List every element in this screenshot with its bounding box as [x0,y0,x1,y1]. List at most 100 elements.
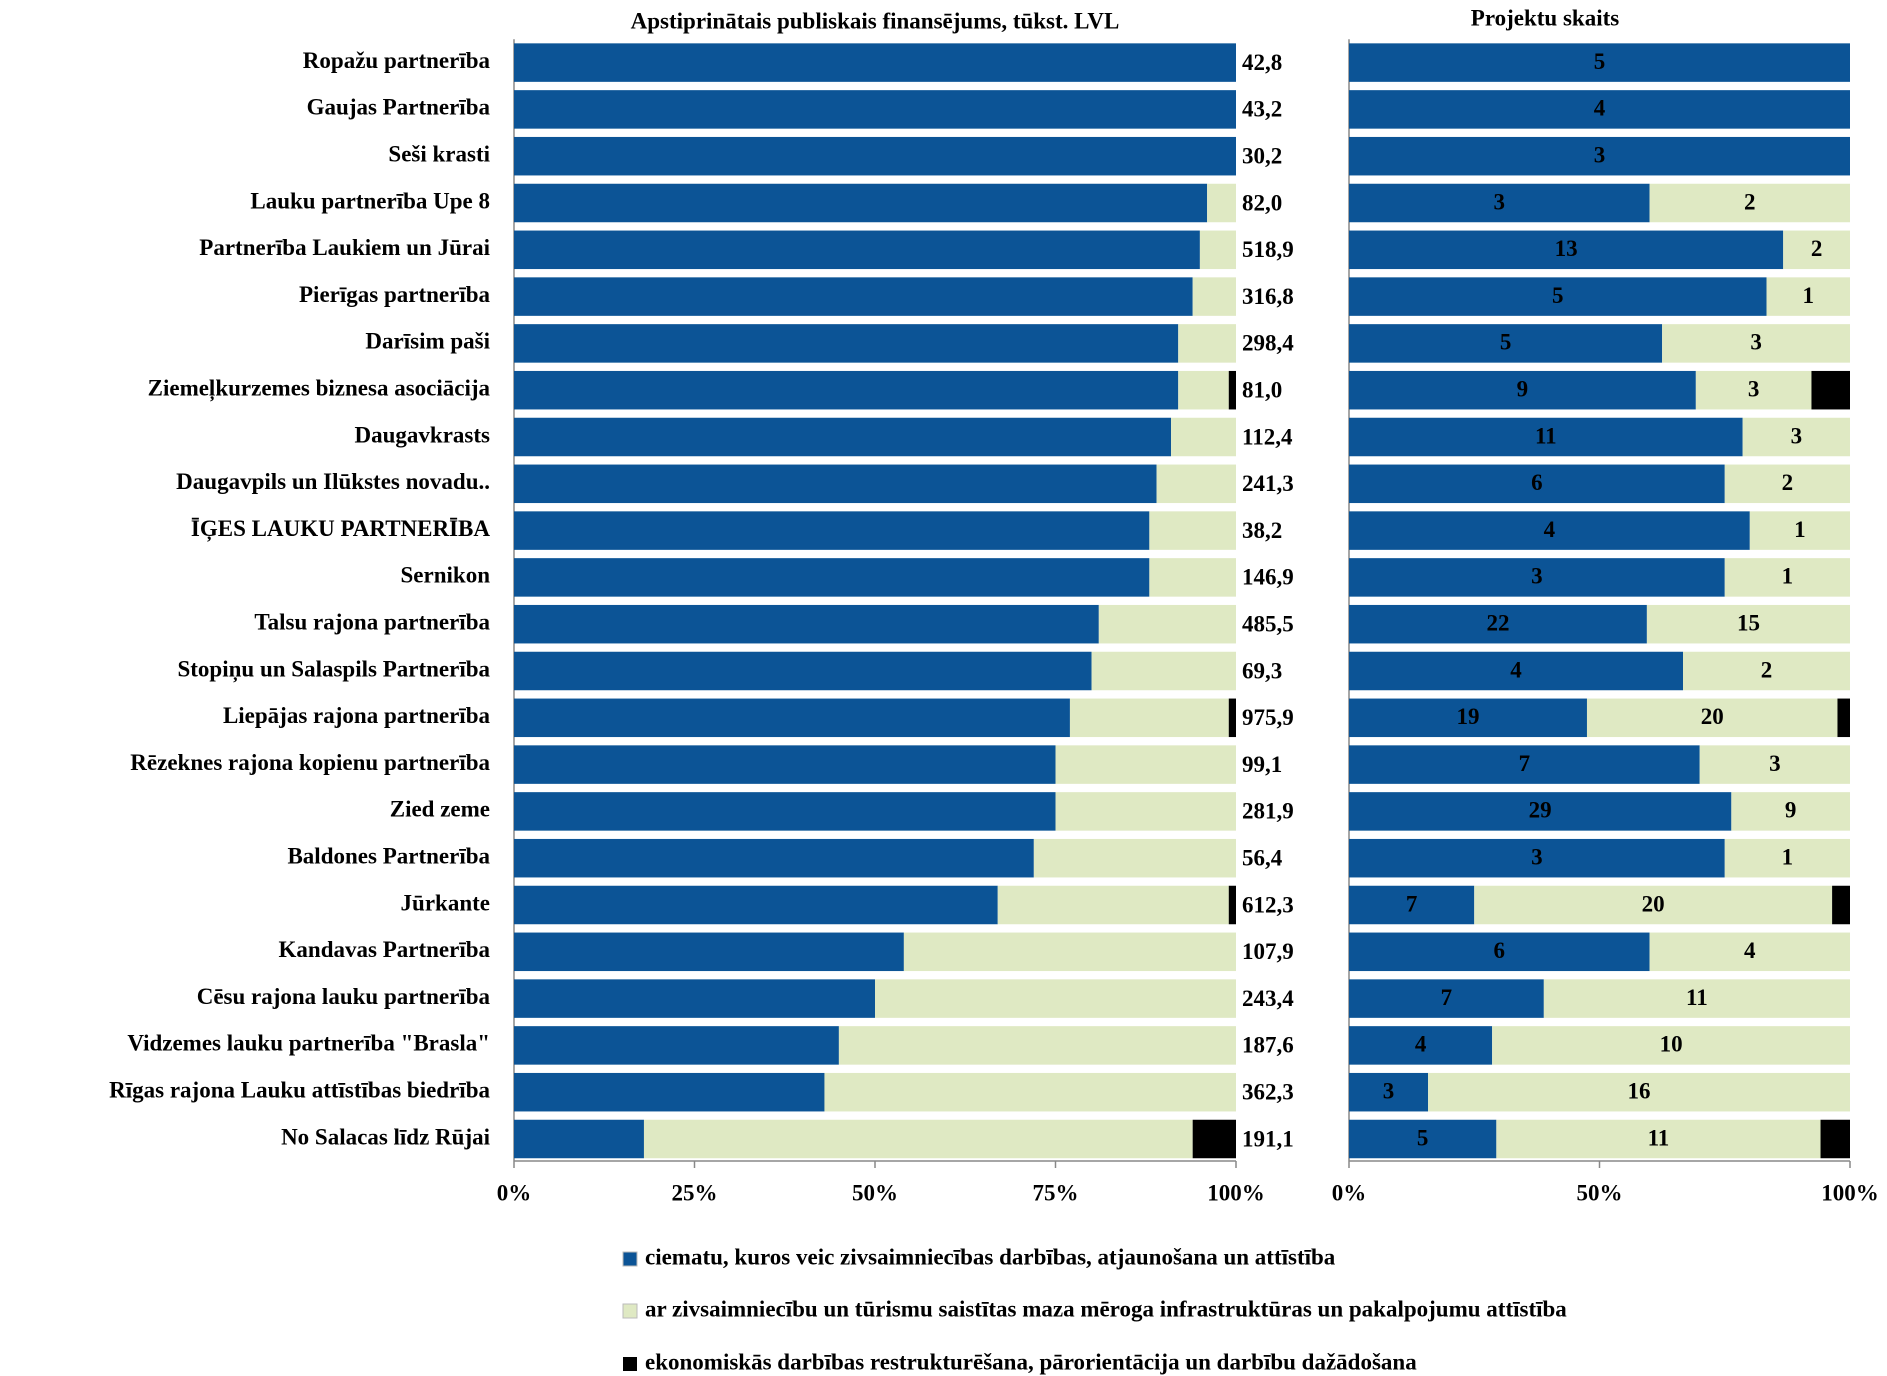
data-label: 7 [1519,751,1531,776]
total-label: 69,3 [1242,658,1282,683]
bar-segment [514,792,1056,831]
data-label: 2 [1744,189,1756,214]
bar-segment [1178,370,1229,410]
bar-segment [1033,838,1236,878]
bar-segment [1349,745,1700,784]
bar-segment [1543,979,1850,1018]
bar-segment [1349,651,1683,691]
bar-segment [514,745,1056,784]
bar-segment [1349,1119,1497,1159]
data-label: 3 [1531,564,1543,589]
bar-segment [1811,370,1850,410]
bar-segment [1428,1072,1850,1112]
data-label: 2 [1761,657,1773,682]
data-label: 4 [1415,1032,1427,1057]
total-label: 241,3 [1242,471,1294,496]
bar-segment [1171,417,1236,457]
bar-segment [1228,698,1236,738]
total-label: 281,9 [1242,799,1294,824]
bar-segment [1349,932,1650,972]
x-tick-label: 0% [497,1180,532,1205]
bar-segment [1349,885,1475,925]
data-label: 4 [1744,938,1756,963]
bar-segment [1731,792,1850,831]
total-label: 298,4 [1242,331,1294,356]
data-label: 3 [1750,330,1762,355]
total-label: 42,8 [1242,50,1282,75]
bar-segment [1207,183,1236,223]
category-label: Baldones Partnerība [287,843,490,868]
bar-segment [514,511,1150,550]
category-label: Sernikon [401,563,491,588]
bar-segment [1474,885,1833,925]
data-label: 3 [1594,142,1606,167]
bar-segment [1156,464,1236,504]
category-label: Ropažu partnerība [303,48,491,73]
category-label: Talsu rajona partnerība [254,609,490,634]
data-label: 5 [1500,330,1512,355]
data-label: 3 [1791,423,1803,448]
bar-segment [1349,698,1587,738]
data-label: 11 [1648,1125,1670,1150]
bar-segment [1149,558,1236,597]
total-label: 191,1 [1242,1126,1294,1151]
bar-segment [1695,370,1812,410]
data-label: 2 [1811,236,1823,261]
bar-segment [1820,1119,1850,1159]
total-label: 82,0 [1242,190,1282,215]
total-label: 99,1 [1242,752,1282,777]
total-label: 112,4 [1242,424,1293,449]
total-label: 81,0 [1242,377,1282,402]
bar-segment [1349,90,1850,129]
bar-segment [514,417,1172,457]
chart-title: Apstiprinātais publiskais finansējums, t… [631,8,1120,33]
x-tick-label: 75% [1033,1180,1079,1205]
category-label: Lauku partnerība Upe 8 [250,188,490,213]
data-label: 9 [1517,376,1529,401]
category-label: Daugavpils un Ilūkstes novadu.. [176,469,490,494]
data-label: 3 [1531,844,1543,869]
bar-segment [1055,745,1236,784]
legend-swatch [622,1251,638,1267]
bar-segment [1832,885,1850,925]
data-label: 3 [1769,751,1781,776]
data-label: 22 [1486,610,1509,635]
bar-segment [514,651,1092,691]
bar-segment [1349,604,1647,644]
total-label: 316,8 [1242,284,1294,309]
data-label: 19 [1456,704,1479,729]
bar-segment [514,370,1179,410]
data-label: 5 [1552,283,1564,308]
legend-swatch [622,1303,638,1319]
bar-segment [1349,230,1784,270]
bar-segment [997,885,1229,925]
category-label: Kandavas Partnerība [279,937,491,962]
data-label: 5 [1594,49,1606,74]
category-label: Rēzeknes rajona kopienu partnerība [130,750,490,775]
data-label: 7 [1406,891,1418,916]
bar-segment [514,604,1099,644]
bar-segment [514,698,1070,738]
category-label: Pierīgas partnerība [299,282,490,307]
category-label: Stopiņu un Salaspils Partnerība [177,656,490,683]
data-label: 9 [1785,798,1797,823]
bar-segment [1349,792,1732,831]
bar-segment [514,230,1200,270]
bar-segment [1349,1072,1429,1112]
bar-segment [514,838,1034,878]
data-label: 1 [1782,844,1794,869]
bar-segment [1149,511,1236,550]
category-label: Darīsim paši [365,329,490,354]
data-label: 15 [1737,610,1760,635]
bar-segment [1199,230,1236,270]
data-label: 20 [1642,891,1665,916]
bar-segment [903,932,1236,972]
bar-segment [1724,838,1850,878]
data-label: 10 [1660,1032,1683,1057]
total-label: 485,5 [1242,611,1294,636]
data-label: 20 [1701,704,1724,729]
bar-segment [514,979,875,1018]
bar-segment [1699,745,1850,784]
category-label: Liepājas rajona partnerība [223,703,491,728]
data-label: 5 [1417,1125,1429,1150]
